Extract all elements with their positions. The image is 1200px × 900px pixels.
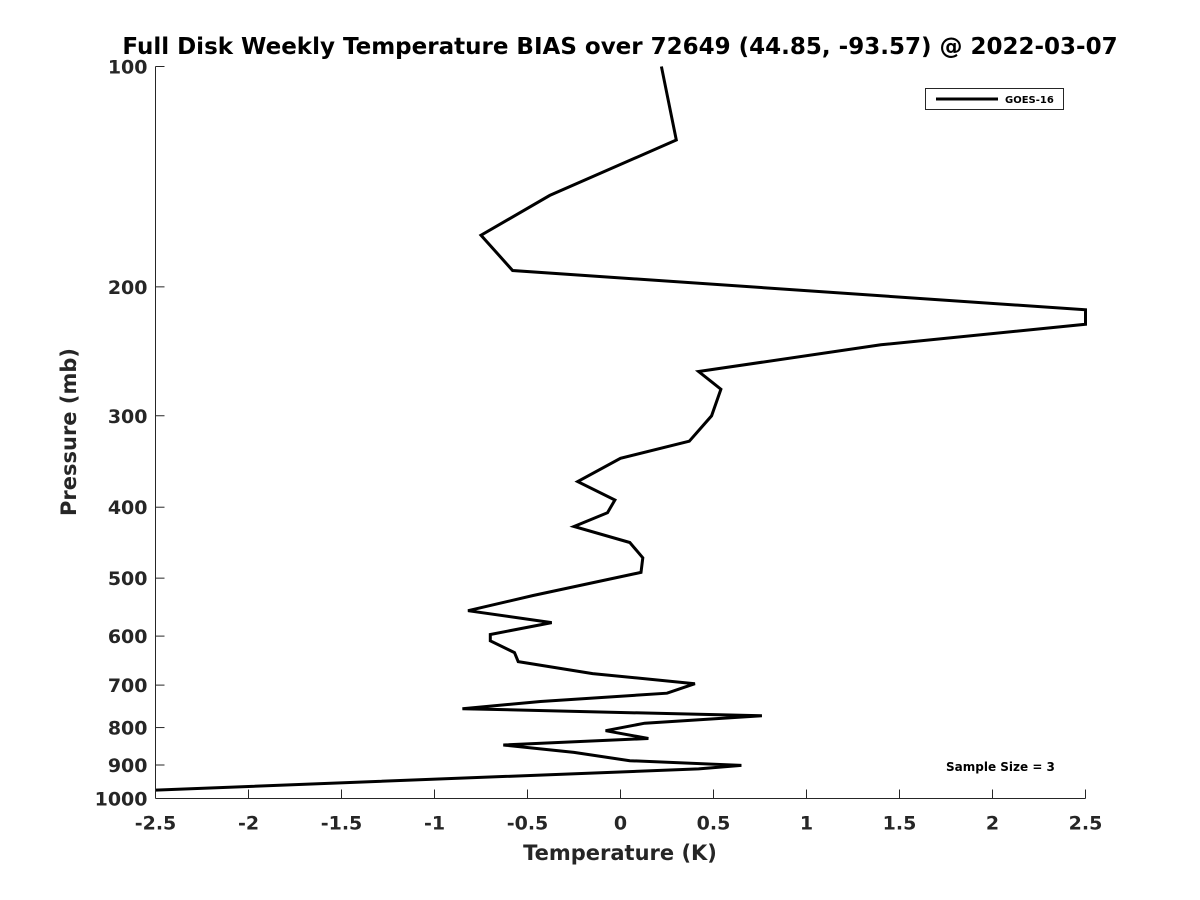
x-tick-label: -1 <box>424 813 445 835</box>
series-line-goes-16 <box>155 66 1087 792</box>
x-tick-label: -0.5 <box>507 813 549 835</box>
x-tick-label: -1.5 <box>321 813 363 835</box>
y-tick-label: 1000 <box>95 789 148 811</box>
y-tick-label: 100 <box>108 57 148 79</box>
x-tick-label: 2 <box>986 813 999 835</box>
x-axis-ticks: -2.5 -2 -1.5 -1 -0.5 0 0.5 1 1.5 2 2.5 <box>135 789 1103 835</box>
y-tick-label: 200 <box>108 277 148 299</box>
y-tick-label: 400 <box>108 497 148 519</box>
y-tick-label: 500 <box>108 568 148 590</box>
y-axis-label: Pressure (mb) <box>57 348 81 516</box>
x-tick-label: 0 <box>614 813 627 835</box>
y-tick-label: 900 <box>108 755 148 777</box>
y-tick-label: 800 <box>108 718 148 740</box>
y-tick-label: 600 <box>108 626 148 648</box>
plot-area <box>155 66 1086 799</box>
x-tick-label: -2 <box>238 813 259 835</box>
x-axis-label: Temperature (K) <box>523 841 717 865</box>
chart-title: Full Disk Weekly Temperature BIAS over 7… <box>122 34 1117 60</box>
series-layer <box>155 66 1087 792</box>
y-axis-ticks: 100 200 300 400 500 600 700 800 900 1000 <box>95 57 165 811</box>
legend-label: GOES-16 <box>1005 95 1054 106</box>
x-tick-label: 0.5 <box>697 813 731 835</box>
x-tick-label: 1 <box>800 813 813 835</box>
x-tick-label: 2.5 <box>1069 813 1103 835</box>
legend: GOES-16 <box>925 88 1064 110</box>
sample-size-annotation: Sample Size = 3 <box>946 760 1055 774</box>
y-tick-label: 300 <box>108 406 148 428</box>
y-tick-label: 700 <box>108 675 148 697</box>
x-tick-label: -2.5 <box>135 813 177 835</box>
x-tick-label: 1.5 <box>883 813 917 835</box>
